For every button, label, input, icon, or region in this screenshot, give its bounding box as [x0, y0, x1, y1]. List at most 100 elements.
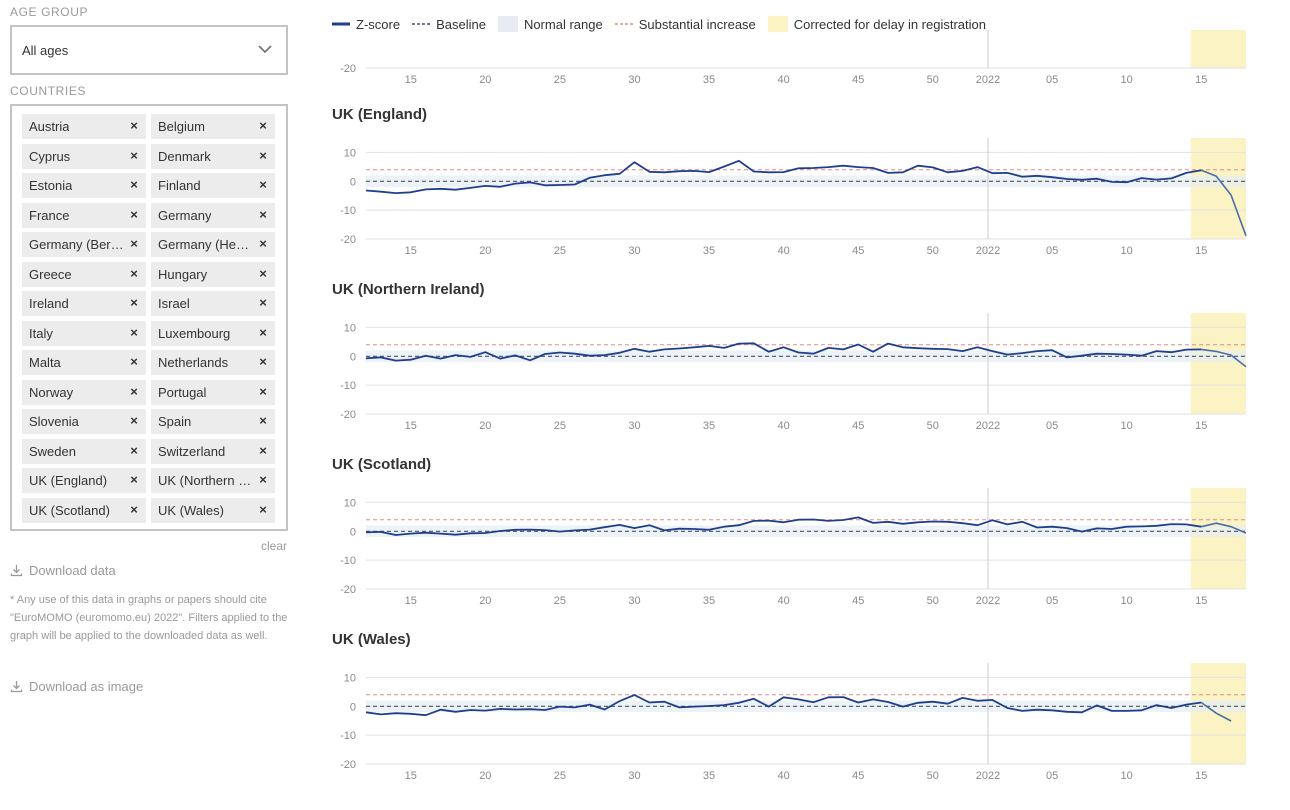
x-tick-label: 30 — [628, 595, 640, 607]
x-tick-label: 25 — [554, 420, 566, 432]
country-chip-label: UK (Scotland) — [29, 502, 110, 518]
x-tick-label: 45 — [852, 595, 864, 607]
x-tick-label: 2022 — [976, 770, 1000, 782]
country-chip[interactable]: Israel × — [151, 291, 275, 316]
age-group-select[interactable]: All ages — [10, 25, 288, 75]
remove-country-icon[interactable]: × — [259, 501, 267, 517]
remove-country-icon[interactable]: × — [130, 236, 138, 251]
legend-corrected[interactable]: Corrected for delay in registration — [767, 16, 986, 32]
legend-substantial-increase[interactable]: Substantial increase — [614, 17, 756, 32]
country-chip-label: Hungary — [158, 266, 208, 282]
legend-zscore-label: Z-score — [356, 16, 401, 32]
country-chip[interactable]: Finland × — [151, 173, 275, 198]
country-chip[interactable]: Belgium × — [151, 114, 275, 139]
country-chip-label: Sweden — [29, 443, 76, 459]
remove-country-icon[interactable]: × — [259, 413, 267, 428]
zscore-corrected-line — [1201, 169, 1247, 237]
country-chip[interactable]: Portugal × — [151, 379, 275, 405]
remove-country-icon[interactable]: × — [130, 472, 138, 487]
remove-country-icon[interactable]: × — [259, 472, 267, 487]
x-tick-label: 25 — [554, 770, 566, 782]
clear-button[interactable]: clear — [260, 539, 287, 553]
remove-country-icon[interactable]: × — [130, 354, 138, 369]
x-tick-label: 15 — [1195, 420, 1207, 432]
x-tick-label: 2022 — [976, 245, 1000, 257]
remove-country-icon[interactable]: × — [130, 442, 138, 458]
legend-baseline[interactable]: Baseline — [412, 17, 486, 32]
country-chip[interactable]: France × — [22, 202, 146, 228]
country-chip[interactable]: Austria × — [22, 114, 146, 139]
zscore-series-line — [365, 516, 1202, 536]
country-chip[interactable]: Sweden × — [22, 438, 146, 464]
filters-sidebar: AGE GROUP All ages COUNTRIES Austria × Bel… — [0, 0, 300, 810]
remove-country-icon[interactable]: × — [130, 118, 138, 133]
zscore-line-swatch — [332, 22, 350, 26]
country-chip[interactable]: UK (England) × — [22, 468, 146, 493]
remove-country-icon[interactable]: × — [130, 324, 138, 340]
corrected-band — [1190, 488, 1246, 589]
remove-country-icon[interactable]: × — [259, 383, 267, 399]
country-chip[interactable]: UK (Northern Ireland) × — [151, 468, 275, 493]
y-tick-label: -10 — [340, 555, 356, 567]
country-chip[interactable]: UK (Wales) × — [151, 497, 275, 523]
country-chip[interactable]: Hungary × — [151, 261, 275, 287]
legend-normal-range[interactable]: Normal range — [497, 16, 603, 32]
remove-country-icon[interactable]: × — [130, 177, 138, 192]
country-chip[interactable]: Greece × — [22, 261, 146, 287]
remove-country-icon[interactable]: × — [259, 236, 267, 251]
remove-country-icon[interactable]: × — [259, 295, 267, 310]
x-tick-label: 50 — [927, 420, 939, 432]
corrected-band — [1190, 138, 1246, 239]
y-tick-label: 10 — [344, 497, 356, 509]
country-chip[interactable]: Netherlands × — [151, 350, 275, 375]
remove-country-icon[interactable]: × — [130, 383, 138, 399]
x-tick-label: 2022 — [976, 74, 1000, 86]
remove-country-icon[interactable]: × — [259, 177, 267, 192]
country-chip[interactable]: Germany (Berlin) × — [22, 232, 146, 257]
x-tick-label: 10 — [1121, 595, 1133, 607]
remove-country-icon[interactable]: × — [259, 442, 267, 458]
country-chip[interactable]: Denmark × — [151, 143, 275, 169]
x-tick-label: 35 — [703, 74, 715, 86]
country-chip[interactable]: Ireland × — [22, 291, 146, 316]
country-chip[interactable]: Switzerland × — [151, 438, 275, 464]
country-chip[interactable]: Estonia × — [22, 173, 146, 198]
remove-country-icon[interactable]: × — [130, 206, 138, 222]
remove-country-icon[interactable]: × — [259, 147, 267, 163]
country-chip[interactable]: Norway × — [22, 379, 146, 405]
country-chip-label: Estonia — [29, 178, 73, 193]
download-data-button[interactable]: Download data — [10, 563, 116, 578]
remove-country-icon[interactable]: × — [259, 118, 267, 133]
download-image-button[interactable]: Download as image — [10, 679, 143, 694]
country-chip-label: Austria — [29, 119, 70, 134]
country-chip[interactable]: Spain × — [151, 409, 275, 434]
country-chip[interactable]: Italy × — [22, 320, 146, 346]
remove-country-icon[interactable]: × — [130, 295, 138, 310]
remove-country-icon[interactable]: × — [259, 265, 267, 281]
country-chip[interactable]: Germany × — [151, 202, 275, 228]
y-tick-label: -10 — [340, 205, 356, 217]
country-chip-label: UK (Northern Ireland) — [158, 473, 254, 488]
country-chip[interactable]: Malta × — [22, 350, 146, 375]
zscore-series-line — [365, 342, 1202, 362]
remove-country-icon[interactable]: × — [259, 324, 267, 340]
remove-country-icon[interactable]: × — [130, 501, 138, 517]
remove-country-icon[interactable]: × — [130, 413, 138, 428]
remove-country-icon[interactable]: × — [130, 147, 138, 163]
country-chip[interactable]: Luxembourg × — [151, 320, 275, 346]
x-tick-label: 30 — [628, 245, 640, 257]
country-chip[interactable]: Slovenia × — [22, 409, 146, 434]
legend-zscore[interactable]: Z-score — [332, 17, 400, 32]
corrected-swatch — [767, 16, 788, 32]
x-tick-label: 15 — [1195, 770, 1207, 782]
age-group-value: All ages — [22, 43, 69, 58]
countries-multiselect[interactable]: Austria × Belgium × Cyprus × Denmark × Estonia × F… — [10, 104, 288, 531]
country-chip[interactable]: UK (Scotland) × — [22, 497, 146, 523]
remove-country-icon[interactable]: × — [259, 354, 267, 369]
country-chip[interactable]: Germany (Hesse) × — [151, 232, 275, 257]
x-tick-label: 10 — [1121, 245, 1133, 257]
remove-country-icon[interactable]: × — [130, 265, 138, 281]
zscore-series-line — [365, 159, 1202, 194]
remove-country-icon[interactable]: × — [259, 206, 267, 222]
country-chip[interactable]: Cyprus × — [22, 143, 146, 169]
